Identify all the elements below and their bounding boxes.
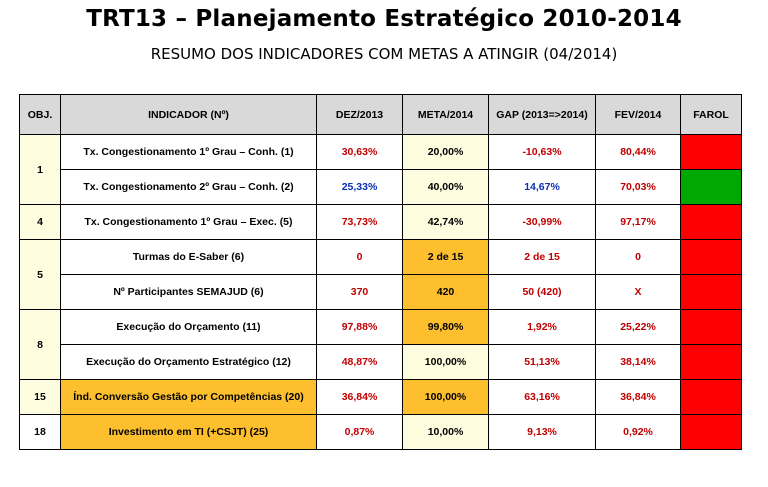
cell-gap: -10,63% [488,134,596,170]
cell-indicador: Tx. Congestionamento 1º Grau – Conh. (1) [60,134,317,170]
table-row: 1 Tx. Congestionamento 1º Grau – Conh. (… [19,134,742,205]
table-row: 4 Tx. Congestionamento 1º Grau – Exec. (… [19,204,742,240]
table-row: 15 Índ. Conversão Gestão por Competência… [19,379,742,415]
farol-indicator-red [680,344,742,380]
cell-obj: 4 [19,204,61,240]
cell-fev: 70,03% [595,169,681,205]
header-indicador: INDICADOR (Nº) [60,94,317,135]
cell-obj: 15 [19,379,61,415]
cell-obj: 5 [19,239,61,310]
cell-meta: 100,00% [402,344,489,380]
table-row: 8 Execução do Orçamento (11) 97,88% 99,8… [19,309,742,380]
cell-dez: 48,87% [316,344,403,380]
cell-fev: 0 [595,239,681,275]
header-dez: DEZ/2013 [316,94,403,135]
cell-fev: 97,17% [595,204,681,240]
table-row: 5 Turmas do E-Saber (6) 0 2 de 15 2 de 1… [19,239,742,310]
cell-dez: 25,33% [316,169,403,205]
cell-dez: 30,63% [316,134,403,170]
cell-indicador: Tx. Congestionamento 2º Grau – Conh. (2) [60,169,317,205]
cell-meta: 42,74% [402,204,489,240]
page-title: TRT13 – Planejamento Estratégico 2010-20… [86,6,682,32]
cell-indicador: Execução do Orçamento Estratégico (12) [60,344,317,380]
cell-indicador: Índ. Conversão Gestão por Competências (… [60,379,317,415]
cell-indicador: Turmas do E-Saber (6) [60,239,317,275]
cell-gap: 51,13% [488,344,596,380]
cell-fev: 38,14% [595,344,681,380]
cell-indicador: Execução do Orçamento (11) [60,309,317,345]
cell-dez: 0 [316,239,403,275]
table-row: 18 Investimento em TI (+CSJT) (25) 0,87%… [19,414,742,450]
farol-indicator-red [680,134,742,170]
cell-meta: 420 [402,274,489,310]
farol-indicator-green [680,169,742,205]
cell-indicador: Nº Participantes SEMAJUD (6) [60,274,317,310]
header-fev: FEV/2014 [595,94,681,135]
cell-gap: 63,16% [488,379,596,415]
cell-fev: 36,84% [595,379,681,415]
cell-indicador: Tx. Congestionamento 1º Grau – Exec. (5) [60,204,317,240]
farol-indicator-red [680,309,742,345]
cell-meta: 10,00% [402,414,489,450]
table-header-row: OBJ. INDICADOR (Nº) DEZ/2013 META/2014 G… [19,94,742,135]
farol-indicator-red [680,274,742,310]
farol-indicator-red [680,379,742,415]
header-meta: META/2014 [402,94,489,135]
table-row: Nº Participantes SEMAJUD (6) 370 420 50 … [20,274,742,310]
header-farol: FAROL [680,94,742,135]
cell-gap: 9,13% [488,414,596,450]
farol-indicator-red [680,414,742,450]
cell-fev: 25,22% [595,309,681,345]
header-obj: OBJ. [19,94,61,135]
cell-dez: 370 [316,274,403,310]
cell-fev: X [595,274,681,310]
cell-fev: 0,92% [595,414,681,450]
page-subtitle: RESUMO DOS INDICADORES COM METAS A ATING… [150,45,618,63]
cell-obj: 8 [19,309,61,380]
cell-obj: 1 [19,134,61,205]
farol-indicator-red [680,204,742,240]
cell-dez: 0,87% [316,414,403,450]
indicators-table: OBJ. INDICADOR (Nº) DEZ/2013 META/2014 G… [19,94,742,450]
cell-dez: 36,84% [316,379,403,415]
cell-gap: 14,67% [488,169,596,205]
cell-fev: 80,44% [595,134,681,170]
cell-dez: 97,88% [316,309,403,345]
cell-meta: 100,00% [402,379,489,415]
header-gap: GAP (2013=>2014) [488,94,596,135]
table-row: Tx. Congestionamento 2º Grau – Conh. (2)… [20,169,742,205]
cell-obj: 18 [19,414,61,450]
cell-meta: 99,80% [402,309,489,345]
cell-gap: 2 de 15 [488,239,596,275]
cell-meta: 20,00% [402,134,489,170]
table-row: Execução do Orçamento Estratégico (12) 4… [20,344,742,380]
farol-indicator-red [680,239,742,275]
cell-gap: 1,92% [488,309,596,345]
cell-gap: -30,99% [488,204,596,240]
cell-indicador: Investimento em TI (+CSJT) (25) [60,414,317,450]
cell-meta: 2 de 15 [402,239,489,275]
cell-gap: 50 (420) [488,274,596,310]
cell-meta: 40,00% [402,169,489,205]
cell-dez: 73,73% [316,204,403,240]
